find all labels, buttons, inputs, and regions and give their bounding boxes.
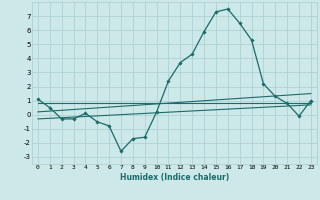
X-axis label: Humidex (Indice chaleur): Humidex (Indice chaleur) <box>120 173 229 182</box>
